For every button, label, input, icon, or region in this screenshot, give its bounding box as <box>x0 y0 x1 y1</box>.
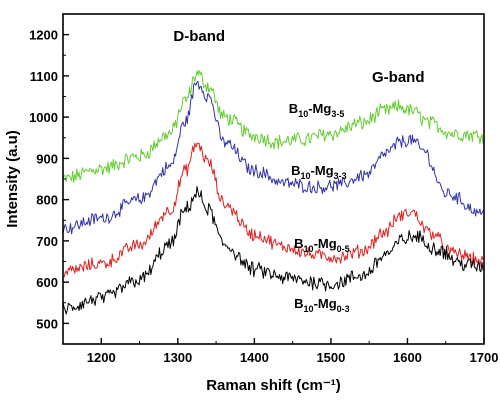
y-tick-label-1200: 1200 <box>29 28 58 43</box>
y-tick-label-900: 900 <box>36 151 58 166</box>
band-annotation-1: G-band <box>372 69 425 86</box>
series-line-2 <box>62 142 484 278</box>
y-tick-label-500: 500 <box>36 316 58 331</box>
y-tick-label-600: 600 <box>36 275 58 290</box>
series-label-2: B10-Mg0-5 <box>294 236 350 254</box>
series-line-1 <box>62 80 484 235</box>
x-axis-title: Raman shift (cm⁻¹) <box>206 377 341 394</box>
y-tick-label-700: 700 <box>36 234 58 249</box>
series-label-1: B10-Mg3-3 <box>291 163 347 181</box>
series-label-0: B10-Mg3-5 <box>289 101 345 119</box>
ticks-layer: 1200 1300 1400 1500 1600 1700 500 600 700 800 900 1… <box>29 28 498 365</box>
series-line-3 <box>62 186 484 315</box>
labels-layer: D-band G-band B10-Mg3-5 B10-Mg3-3 B10-Mg0-5 B… <box>173 28 424 314</box>
y-tick-label-1100: 1100 <box>30 69 58 84</box>
x-tick-label-1700: 1700 <box>470 350 499 365</box>
series-line-0 <box>62 69 484 183</box>
series-label-3: B10-Mg0-3 <box>294 296 350 314</box>
y-tick-label-1000: 1000 <box>29 110 58 125</box>
series-layer <box>62 69 484 315</box>
x-tick-label-1200: 1200 <box>87 350 116 365</box>
band-annotation-0: D-band <box>173 28 225 45</box>
x-tick-label-1500: 1500 <box>316 350 345 365</box>
y-tick-label-800: 800 <box>36 193 58 208</box>
x-tick-label-1400: 1400 <box>240 350 269 365</box>
x-tick-label-1600: 1600 <box>393 350 422 365</box>
y-axis-title: Intensity (a.u) <box>4 130 21 228</box>
x-tick-label-1300: 1300 <box>163 350 192 365</box>
